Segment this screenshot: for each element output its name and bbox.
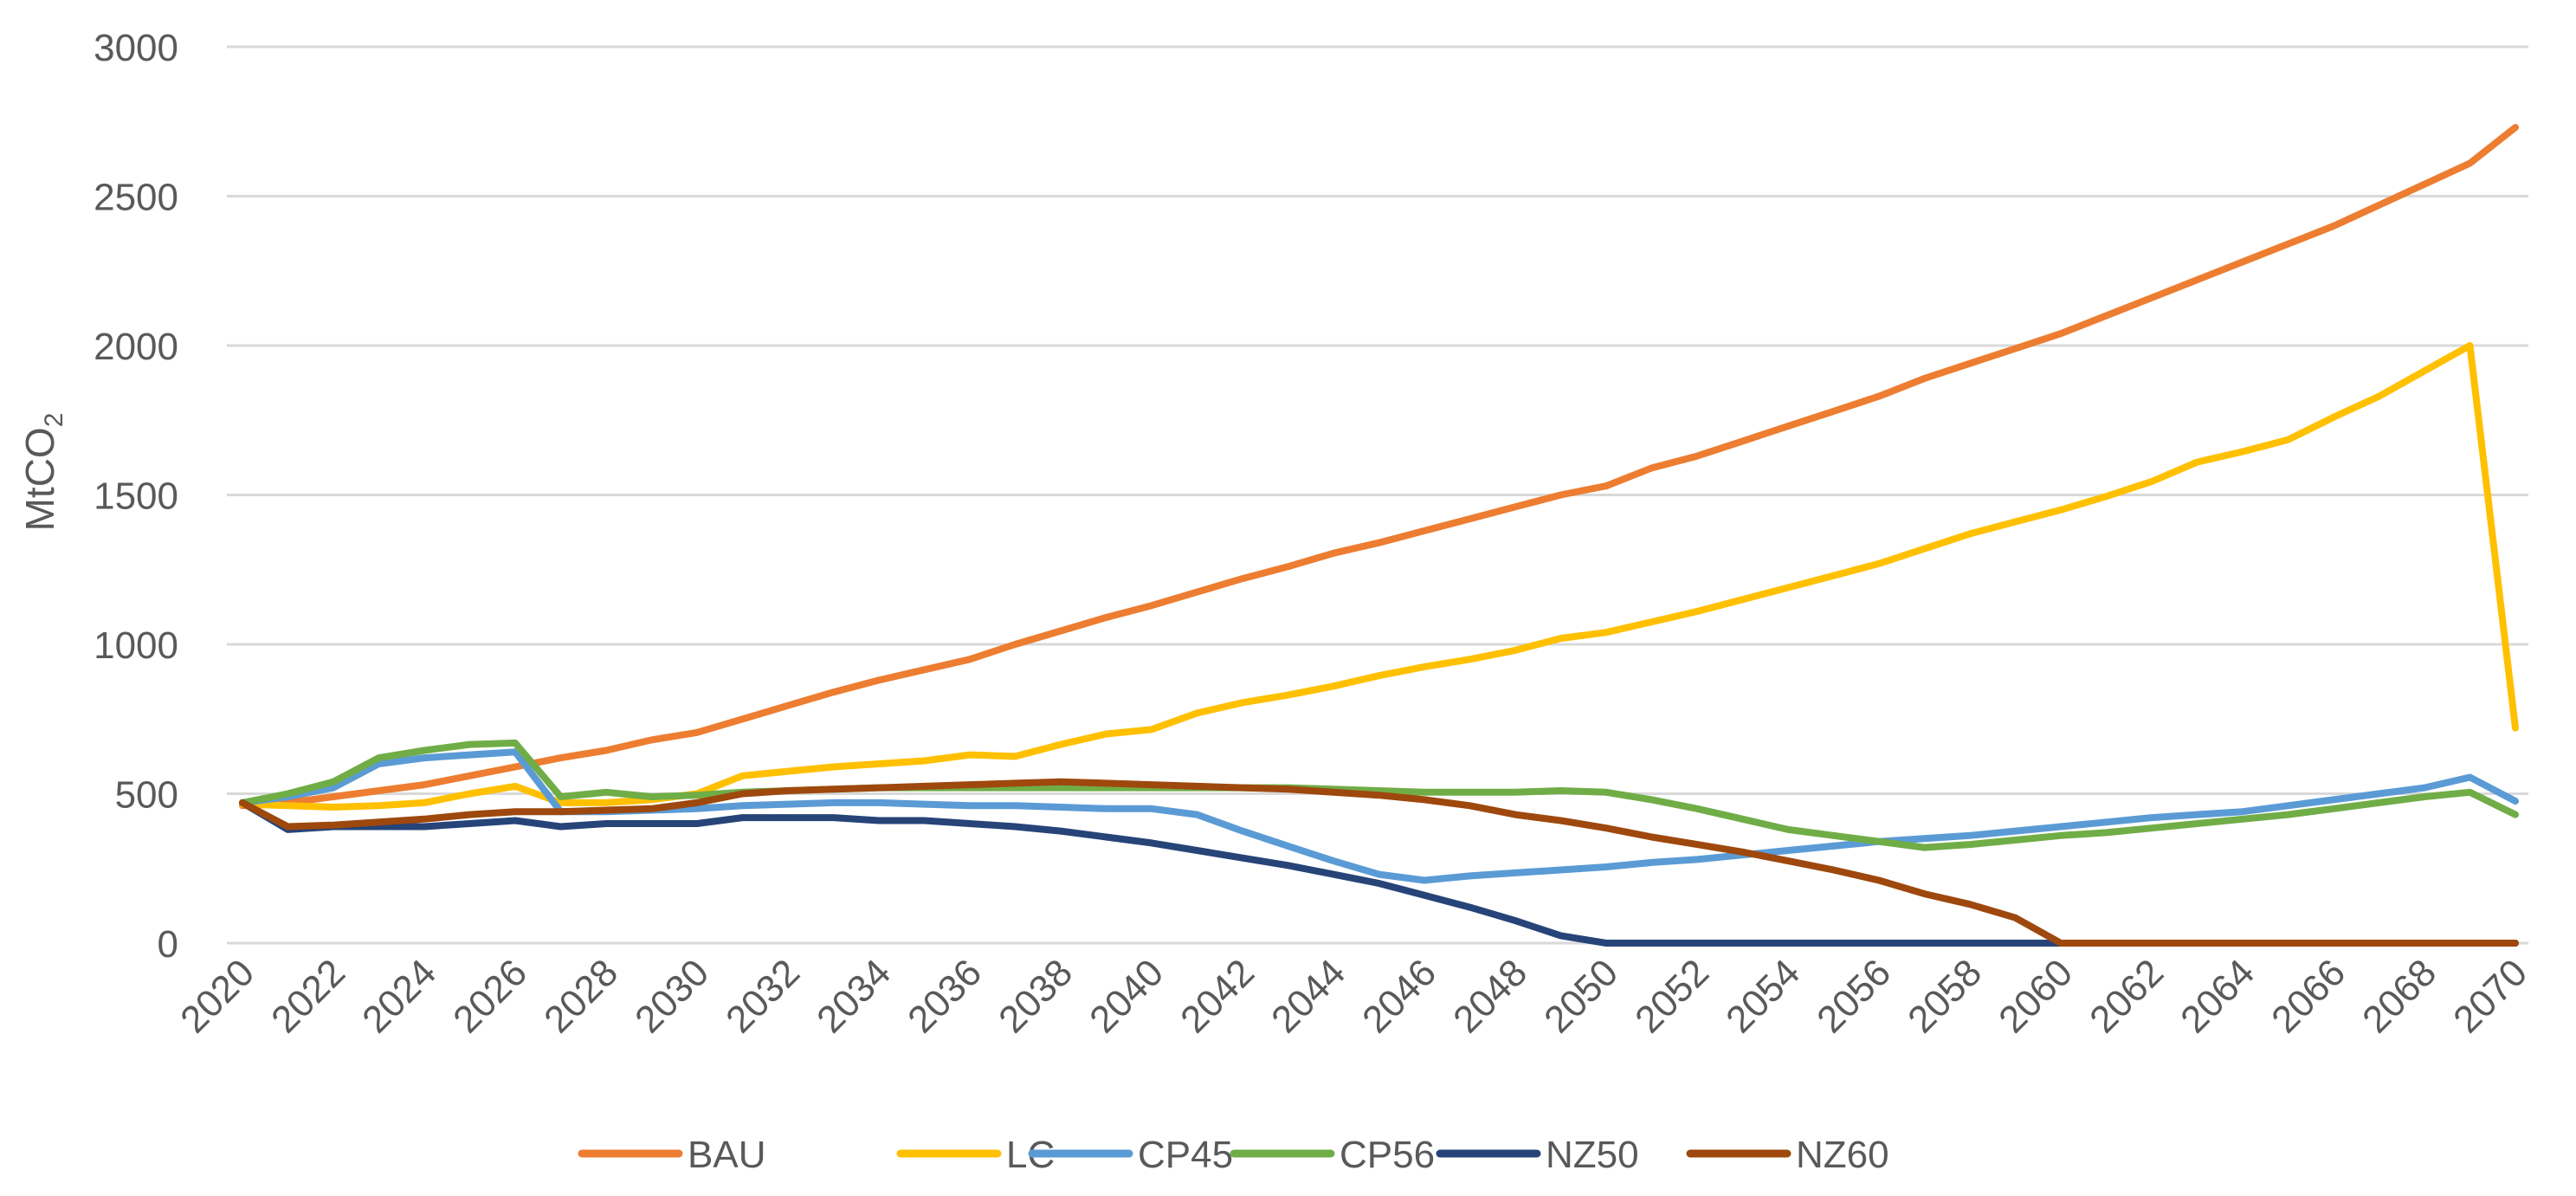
x-tick-label: 2036 [900, 951, 990, 1041]
x-axis-tick-labels: 2020 2022 2024 2026 2028 2030 2032 2034 2036 2038… [172, 951, 2535, 1041]
x-tick-label: 2056 [1809, 951, 1899, 1041]
x-tick-label: 2032 [718, 951, 808, 1041]
y-tick-label: 1000 [94, 624, 178, 667]
x-tick-label: 2070 [2445, 951, 2535, 1041]
y-axis-title-subscript: 2 [40, 413, 68, 428]
y-tick-label: 2000 [94, 326, 178, 368]
y-axis-title-main: MtCO [17, 427, 62, 531]
x-tick-label: 2040 [1081, 951, 1172, 1041]
legend-label-nz60: NZ60 [1796, 1134, 1889, 1176]
legend: BAU LC CP45 CP56 NZ50 NZ60 [578, 1134, 1889, 1176]
y-axis-title: MtCO2 [17, 413, 68, 532]
y-tick-label: 0 [158, 923, 178, 966]
x-tick-label: 2038 [991, 951, 1081, 1041]
x-tick-label: 2028 [536, 951, 626, 1041]
x-tick-label: 2050 [1536, 951, 1626, 1041]
legend-label-nz50: NZ50 [1546, 1134, 1639, 1176]
x-tick-label: 2064 [2172, 951, 2263, 1041]
x-tick-label: 2030 [627, 951, 717, 1041]
legend-label-cp45: CP45 [1138, 1134, 1233, 1176]
series-lines [239, 124, 2519, 947]
series-line-nz60 [239, 778, 2519, 947]
x-tick-label: 2046 [1354, 951, 1444, 1041]
x-tick-label: 2034 [809, 951, 899, 1041]
y-tick-label: 3000 [94, 27, 178, 69]
legend-label-cp56: CP56 [1340, 1134, 1435, 1176]
series-line-bau [239, 124, 2519, 810]
x-tick-label: 2062 [2082, 951, 2172, 1041]
series-line-cp45 [239, 748, 2519, 884]
x-tick-label: 2058 [1900, 951, 1990, 1041]
x-tick-label: 2052 [1627, 951, 1717, 1041]
x-tick-label: 2066 [2263, 951, 2353, 1041]
y-tick-label: 500 [115, 774, 178, 817]
y-tick-label: 2500 [94, 177, 178, 219]
series-line-cp56 [239, 739, 2519, 851]
x-tick-label: 2048 [1445, 951, 1535, 1041]
legend-label-bau: BAU [688, 1134, 765, 1176]
x-tick-label: 2024 [354, 951, 444, 1041]
x-tick-label: 2022 [263, 951, 353, 1041]
x-tick-label: 2020 [172, 951, 262, 1041]
x-tick-label: 2068 [2354, 951, 2444, 1041]
x-tick-label: 2042 [1172, 951, 1262, 1041]
x-tick-label: 2060 [1991, 951, 2081, 1041]
x-tick-label: 2044 [1263, 951, 1353, 1041]
x-tick-label: 2026 [445, 951, 535, 1041]
x-tick-label: 2054 [1718, 951, 1808, 1041]
y-tick-label: 1500 [94, 475, 178, 518]
series-line-lc [239, 342, 2519, 811]
y-axis-tick-labels: 0 500 1000 1500 2000 2500 3000 [94, 27, 178, 966]
